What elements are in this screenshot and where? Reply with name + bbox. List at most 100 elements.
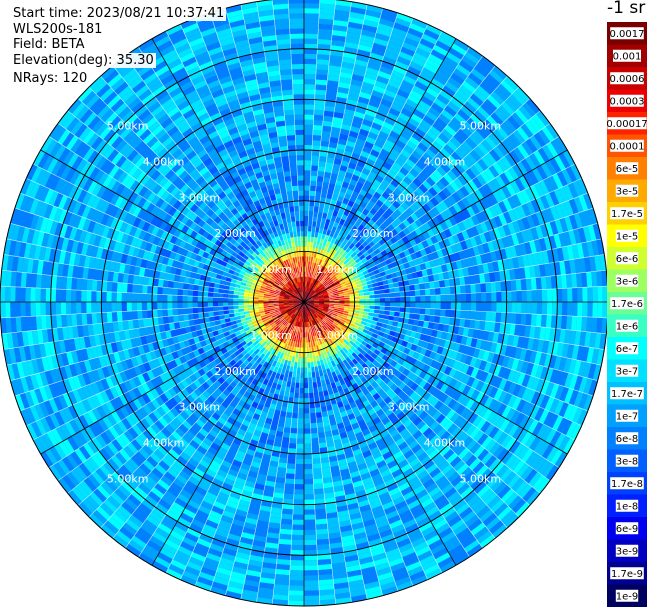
range-gate [500, 79, 516, 95]
range-gate [332, 278, 338, 283]
range-gate [339, 248, 346, 255]
range-gate [304, 210, 309, 216]
range-gate [304, 246, 307, 252]
range-gate [315, 281, 320, 287]
range-gate [549, 262, 556, 277]
range-gate [327, 209, 334, 216]
range-gate [379, 309, 385, 315]
range-gate [316, 54, 330, 61]
range-gate [405, 32, 422, 43]
range-gate [554, 219, 564, 234]
range-gate [505, 182, 517, 197]
range-gate [418, 183, 429, 194]
range-gate [448, 215, 458, 227]
range-gate [520, 313, 527, 326]
range-gate [406, 273, 414, 280]
range-gate [514, 177, 526, 192]
range-gate [285, 412, 293, 418]
range-gate [438, 240, 446, 250]
range-gate [426, 209, 436, 220]
ray-separator [318, 55, 483, 282]
range-gate [529, 350, 537, 364]
range-gate [500, 156, 513, 170]
range-gate [333, 238, 340, 245]
range-gate [433, 193, 444, 204]
range-gate [496, 142, 509, 157]
range-gate [398, 317, 405, 324]
range-gate [382, 161, 393, 171]
range-gate [384, 139, 396, 149]
range-gate [421, 327, 428, 335]
ray-separator [310, 8, 383, 278]
range-gate [408, 336, 415, 344]
range-gate [389, 292, 396, 298]
ray-separator [328, 306, 602, 366]
range-gate [329, 273, 335, 279]
range-gate [501, 101, 515, 116]
range-gate [409, 168, 420, 178]
range-gate [361, 167, 371, 176]
range-gate [511, 90, 527, 106]
range-gate [596, 270, 603, 287]
range-gate [465, 310, 471, 320]
range-gate [452, 92, 467, 106]
range-gate [385, 157, 396, 167]
range-gate [309, 302, 315, 304]
range-gate [386, 112, 399, 122]
range-gate [558, 356, 567, 372]
range-gate [328, 183, 336, 190]
range-gate [472, 265, 480, 276]
range-gate [507, 334, 515, 347]
range-gate [454, 162, 466, 175]
range-gate [331, 287, 338, 292]
range-gate [573, 228, 582, 245]
range-gate [396, 116, 408, 127]
range-gate [360, 123, 372, 132]
range-gate [382, 143, 393, 153]
range-gate [304, 129, 314, 136]
range-gate [364, 192, 373, 201]
range-gate [549, 383, 560, 399]
range-gate [364, 305, 370, 309]
range-gate [304, 372, 308, 378]
range-gate [591, 271, 598, 287]
range-gate [289, 575, 304, 581]
range-gate [432, 121, 445, 133]
range-gate [307, 282, 310, 288]
range-gate [313, 304, 319, 306]
range-gate [426, 162, 437, 174]
range-gate [588, 379, 598, 396]
range-gate [536, 339, 545, 353]
range-gate [465, 302, 472, 311]
range-gate [460, 302, 467, 311]
range-gate [436, 249, 444, 259]
range-gate [339, 270, 345, 276]
range-gate [337, 246, 343, 253]
range-gate [313, 298, 320, 301]
range-gate [384, 297, 391, 302]
range-gate [460, 105, 474, 118]
range-gate [284, 417, 292, 423]
range-gate [467, 72, 483, 86]
range-gate [389, 166, 400, 175]
range-gate [288, 590, 304, 596]
range-gate [536, 302, 543, 315]
range-gate [393, 208, 402, 218]
range-gate [318, 442, 327, 449]
range-gate [322, 207, 329, 214]
range-gate [304, 190, 310, 196]
range-gate [382, 93, 395, 103]
range-gate [304, 534, 317, 541]
range-gate [426, 342, 435, 352]
range-gate [586, 271, 593, 288]
range-gate [319, 0, 336, 5]
range-gate [314, 300, 320, 302]
range-gate [426, 129, 438, 141]
range-gate [304, 474, 314, 480]
range-gate [325, 197, 332, 205]
range-gate [319, 285, 324, 290]
range-gate [596, 317, 603, 334]
range-gate [359, 172, 369, 181]
range-gate [317, 38, 332, 46]
range-gate [540, 162, 553, 178]
